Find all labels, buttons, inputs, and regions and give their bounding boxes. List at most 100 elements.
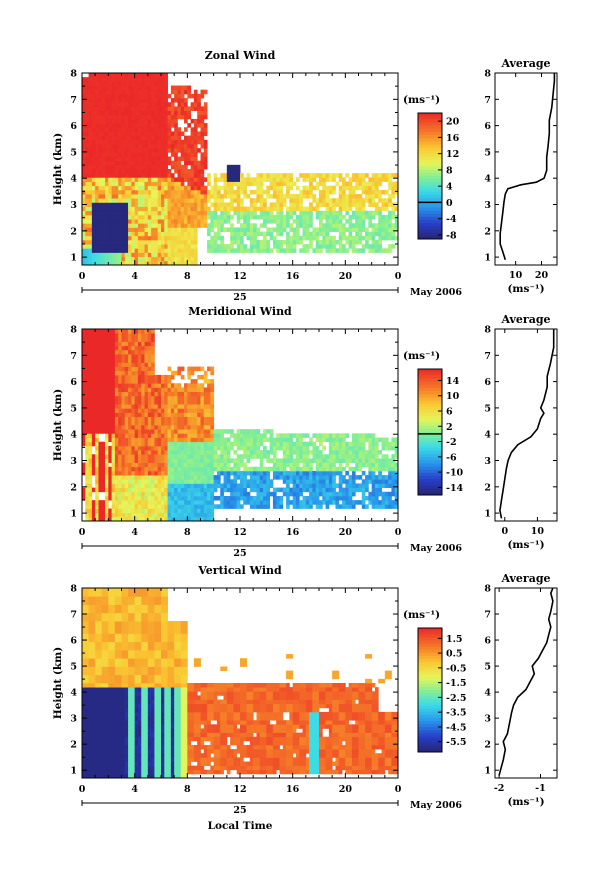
colorbar-step [418, 378, 442, 383]
colorbar-tick-label: 8 [446, 165, 453, 176]
y-tick-label: 8 [70, 69, 77, 80]
colorbar: (ms⁻¹) 14 10 6 2 -2 -6 -10 -14 [403, 350, 464, 496]
profile-y-tick-label: 5 [484, 147, 491, 158]
colorbar-unit: (ms⁻¹) [403, 609, 440, 621]
month-label: May 2006 [410, 287, 462, 298]
colorbar-step [418, 643, 442, 648]
colorbar-step [418, 179, 442, 183]
month-label: May 2006 [410, 543, 462, 554]
colorbar-tick-label: -10 [446, 468, 464, 479]
profile-y-tick-label: 2 [484, 226, 491, 237]
colorbar-step [418, 194, 442, 199]
heatmap-cells [82, 329, 399, 522]
colorbar-tick-label: 0.5 [446, 649, 463, 660]
colorbar-step [418, 447, 442, 452]
date-label: 25 [233, 805, 246, 816]
colorbar-step [418, 204, 442, 208]
colorbar-step [418, 419, 442, 424]
colorbar-step [418, 172, 442, 177]
colorbar-step [418, 113, 442, 117]
profile-frame [494, 72, 558, 266]
x-tick-label: 4 [131, 271, 138, 282]
colorbar-step [418, 372, 442, 376]
profile-y-tick-label: 4 [484, 174, 491, 185]
colorbar-tick-label: 20 [446, 117, 460, 128]
colorbar-step [418, 375, 442, 379]
x-tick-label: 8 [184, 271, 191, 282]
colorbar-step [418, 131, 442, 136]
colorbar-step [418, 640, 442, 644]
colorbar-step [418, 454, 442, 458]
colorbar-step [418, 469, 442, 474]
profile-y-tick-label: 8 [484, 584, 491, 595]
colorbar-step [418, 391, 442, 395]
profile-y-tick-label: 5 [484, 662, 491, 673]
profile-line [499, 329, 555, 519]
y-tick-label: 1 [70, 766, 77, 777]
colorbar-tick-label: 14 [446, 376, 460, 387]
colorbar-step [418, 482, 442, 487]
y-axis-label: Height (km) [52, 647, 64, 719]
colorbar-step [418, 125, 442, 130]
colorbar-step [418, 213, 442, 218]
profile-x-tick-label: -2 [494, 783, 505, 794]
y-tick-label: 4 [70, 174, 77, 185]
colorbar-step [418, 463, 442, 468]
colorbar-step [418, 646, 442, 651]
colorbar-step [418, 683, 442, 688]
date-label: 25 [233, 548, 246, 559]
profile-y-tick-label: 3 [484, 714, 491, 725]
profile-y-tick-label: 2 [484, 740, 491, 751]
y-tick-label: 7 [70, 351, 77, 362]
colorbar-step [418, 705, 442, 710]
colorbar-step [418, 397, 442, 401]
profile-y-tick-label: 2 [484, 482, 491, 493]
colorbar-step [418, 748, 442, 753]
profile-y-tick-label: 3 [484, 456, 491, 467]
colorbar-step [418, 226, 442, 231]
colorbar-step [418, 409, 442, 414]
colorbar-tick-label: -1.5 [446, 678, 466, 689]
y-tick-label: 5 [70, 662, 77, 673]
colorbar-step [418, 649, 442, 654]
colorbar-step [418, 444, 442, 449]
colorbar-tick-label: 12 [446, 149, 459, 160]
y-tick-label: 6 [70, 377, 77, 388]
colorbar-step [418, 696, 442, 700]
x-tick-label: 16 [286, 271, 300, 282]
colorbar-step [418, 387, 442, 392]
colorbar-step [418, 144, 442, 149]
average-profile: Average 1 2 3 4 5 6 7 8 -2 -1 (ms⁻¹) [484, 572, 558, 808]
colorbar-step [418, 714, 442, 719]
x-tick-label: 8 [184, 527, 191, 538]
colorbar-step [418, 724, 442, 728]
colorbar-step [418, 128, 442, 133]
colorbar-step [418, 138, 442, 142]
chart-title: Vertical Wind [197, 564, 282, 577]
colorbar-step [418, 652, 442, 657]
colorbar-tick-label: -4 [446, 214, 457, 225]
colorbar-step [418, 736, 442, 741]
colorbar-step [418, 680, 442, 685]
colorbar-step [418, 655, 442, 660]
x-tick-label: 12 [233, 784, 246, 795]
profile-x-tick-label: -1 [535, 783, 546, 794]
colorbar-step [418, 182, 442, 186]
colorbar-tick-label: -4.5 [446, 722, 466, 733]
colorbar-step [418, 479, 442, 483]
colorbar-step [418, 476, 442, 480]
colorbar-step [418, 460, 442, 464]
y-tick-label: 8 [70, 584, 77, 595]
y-tick-label: 5 [70, 403, 77, 414]
colorbar-step [418, 637, 442, 641]
y-tick-label: 3 [70, 200, 77, 211]
colorbar-step [418, 435, 442, 439]
x-tick-label: 4 [131, 784, 138, 795]
profile-title: Average [500, 57, 550, 70]
colorbar-tick-label: 16 [446, 133, 460, 144]
y-tick-label: 3 [70, 456, 77, 467]
profile-x-tick-label: 10 [531, 526, 545, 537]
profile-y-tick-label: 7 [484, 610, 491, 621]
x-tick-label: 0 [79, 271, 86, 282]
